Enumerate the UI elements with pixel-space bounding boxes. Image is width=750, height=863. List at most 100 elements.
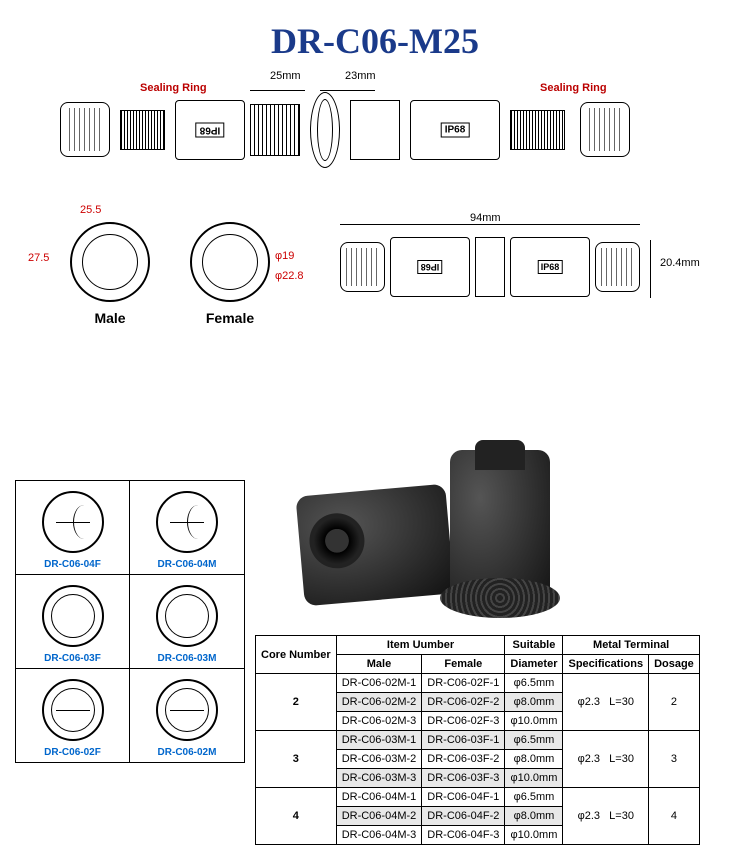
dim-arrow-icon xyxy=(320,90,375,91)
dim-25-5: 25.5 xyxy=(80,204,101,216)
th-male: Male xyxy=(336,655,422,674)
bottom-section: DR-C06-04F DR-C06-04M DR-C06-03F DR-C06-… xyxy=(0,430,750,860)
cell-diameter: φ10.0mm xyxy=(505,826,563,845)
cell-female: DR-C06-02F-2 xyxy=(422,693,505,712)
cap-left-icon xyxy=(60,102,110,157)
nut-left-icon xyxy=(120,110,165,150)
th-specifications: Specifications xyxy=(563,655,649,674)
cell-male: DR-C06-04M-2 xyxy=(336,807,422,826)
cell-male: DR-C06-04M-1 xyxy=(336,788,422,807)
cell-diameter: φ6.5mm xyxy=(505,788,563,807)
sealing-ring-right-label: Sealing Ring xyxy=(540,82,607,94)
thread-icon xyxy=(250,104,300,156)
nut-right-icon xyxy=(510,110,565,150)
cell-diameter: φ10.0mm xyxy=(505,769,563,788)
th-item-number: Item Uumber xyxy=(336,636,505,655)
ring-icon xyxy=(310,92,340,168)
faces-row: Male Female 25.5 27.5 φ19 φ22.8 94mm 20.… xyxy=(20,202,730,342)
cell-male: DR-C06-02M-3 xyxy=(336,712,422,731)
exploded-view: Sealing Ring Sealing Ring 25mm 23mm xyxy=(60,82,690,182)
male-label: Male xyxy=(70,310,150,326)
connector-face-3f-icon xyxy=(42,585,104,647)
cell-male: DR-C06-04M-3 xyxy=(336,826,422,845)
table-row: 3DR-C06-03M-1DR-C06-03F-1φ6.5mmφ2.3 L=30… xyxy=(256,731,700,750)
cell-diameter: φ8.0mm xyxy=(505,750,563,769)
page-title: DR-C06-M25 xyxy=(0,0,750,72)
variant-label: DR-C06-04F xyxy=(21,559,124,570)
dim-line-icon xyxy=(650,240,651,298)
dim-20-4: 20.4mm xyxy=(660,257,700,269)
cap-right-icon xyxy=(580,102,630,157)
cell-dosage: 3 xyxy=(649,731,700,788)
cell-female: DR-C06-04F-2 xyxy=(422,807,505,826)
diagram-area: Sealing Ring Sealing Ring 25mm 23mm Male… xyxy=(0,72,750,422)
th-female: Female xyxy=(422,655,505,674)
body-left-icon xyxy=(175,100,245,160)
variant-cell: DR-C06-04F xyxy=(16,481,130,574)
variant-label: DR-C06-02F xyxy=(21,747,124,758)
cell-male: DR-C06-02M-2 xyxy=(336,693,422,712)
table-row: 2DR-C06-02M-1DR-C06-02F-1φ6.5mmφ2.3 L=30… xyxy=(256,674,700,693)
cell-female: DR-C06-03F-3 xyxy=(422,769,505,788)
assembled-view xyxy=(340,232,640,307)
variant-label: DR-C06-04M xyxy=(135,559,239,570)
connector-face-2f-icon xyxy=(42,679,104,741)
dim-27-5: 27.5 xyxy=(28,252,49,264)
variant-cell: DR-C06-02F xyxy=(16,669,130,762)
asm-body-right-icon xyxy=(510,237,590,297)
th-core-number: Core Number xyxy=(256,636,337,674)
cell-diameter: φ6.5mm xyxy=(505,674,563,693)
spec-table: Core Number Item Uumber Suitable Metal T… xyxy=(255,635,700,845)
cell-dosage: 4 xyxy=(649,788,700,845)
female-label: Female xyxy=(190,310,270,326)
cell-male: DR-C06-03M-2 xyxy=(336,750,422,769)
cell-diameter: φ6.5mm xyxy=(505,731,563,750)
cell-diameter: φ10.0mm xyxy=(505,712,563,731)
cell-diameter: φ8.0mm xyxy=(505,807,563,826)
cell-female: DR-C06-04F-3 xyxy=(422,826,505,845)
variant-row: DR-C06-02F DR-C06-02M xyxy=(16,669,244,762)
connector-face-2m-icon xyxy=(156,679,218,741)
asm-body-left-icon xyxy=(390,237,470,297)
connector-photo-a-icon xyxy=(295,484,454,607)
th-suitable: Suitable xyxy=(505,636,563,655)
variant-cell: DR-C06-02M xyxy=(130,669,244,762)
variant-cell: DR-C06-03F xyxy=(16,575,130,668)
th-metal-terminal: Metal Terminal xyxy=(563,636,699,655)
asm-mid-icon xyxy=(475,237,505,297)
dim-94: 94mm xyxy=(470,212,501,224)
connector-face-4m-icon xyxy=(156,491,218,553)
body-right-icon xyxy=(410,100,500,160)
cell-spec: φ2.3 L=30 xyxy=(563,788,649,845)
cell-dosage: 2 xyxy=(649,674,700,731)
cell-male: DR-C06-03M-3 xyxy=(336,769,422,788)
dim-line-icon xyxy=(340,224,640,225)
asm-cap-right-icon xyxy=(595,242,640,292)
variant-label: DR-C06-03M xyxy=(135,653,239,664)
product-photo xyxy=(290,430,580,630)
female-face-icon xyxy=(190,222,270,302)
dim-23: 23mm xyxy=(345,70,376,82)
cell-female: DR-C06-03F-1 xyxy=(422,731,505,750)
variant-label: DR-C06-02M xyxy=(135,747,239,758)
cell-male: DR-C06-03M-1 xyxy=(336,731,422,750)
th-dosage: Dosage xyxy=(649,655,700,674)
table-header-row: Core Number Item Uumber Suitable Metal T… xyxy=(256,636,700,655)
cell-core: 3 xyxy=(256,731,337,788)
variant-cell: DR-C06-03M xyxy=(130,575,244,668)
connector-photo-b-icon xyxy=(450,450,550,610)
variant-grid: DR-C06-04F DR-C06-04M DR-C06-03F DR-C06-… xyxy=(15,480,245,763)
mid-icon xyxy=(350,100,400,160)
cell-male: DR-C06-02M-1 xyxy=(336,674,422,693)
dim-phi22-8: φ22.8 xyxy=(275,270,304,282)
variant-row: DR-C06-04F DR-C06-04M xyxy=(16,481,244,575)
connector-face-4f-icon xyxy=(42,491,104,553)
cell-diameter: φ8.0mm xyxy=(505,693,563,712)
asm-cap-left-icon xyxy=(340,242,385,292)
cell-spec: φ2.3 L=30 xyxy=(563,731,649,788)
dim-25: 25mm xyxy=(270,70,301,82)
cell-female: DR-C06-02F-1 xyxy=(422,674,505,693)
male-face-icon xyxy=(70,222,150,302)
cell-core: 4 xyxy=(256,788,337,845)
th-diameter: Diameter xyxy=(505,655,563,674)
